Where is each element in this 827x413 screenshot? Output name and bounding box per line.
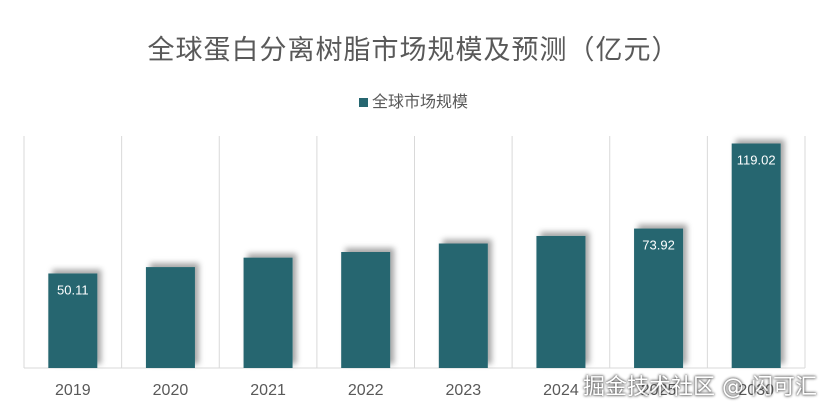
x-tick-label: 2020 (153, 382, 189, 399)
x-tick-label: 2021 (250, 382, 286, 399)
legend: 全球市场规模 (0, 88, 827, 112)
x-tick-label: 2022 (348, 382, 384, 399)
data-label-2030: 119.02 (737, 153, 776, 168)
data-label-2019: 50.11 (57, 282, 89, 297)
x-tick-label: 2025 (641, 382, 677, 399)
bar-2021 (243, 257, 293, 368)
bar-2030 (731, 143, 781, 368)
legend-swatch (358, 98, 368, 107)
bar-2019 (48, 273, 98, 368)
bar-2023 (438, 243, 488, 368)
x-tick-label: 2030 (738, 382, 774, 399)
bar-2022 (341, 252, 391, 368)
watermark: 掘金技术社区 @ 闪可汇 (583, 375, 817, 400)
x-tick-label: 2019 (55, 382, 91, 399)
bar-2020 (145, 267, 195, 368)
bar-2024 (536, 235, 586, 368)
data-label-2025: 73.92 (642, 238, 675, 253)
x-tick-label: 2024 (543, 382, 579, 399)
bar-2025 (634, 228, 684, 368)
chart-title: 全球蛋白分离树脂市场规模及预测（亿元） (147, 35, 680, 66)
legend-label: 全球市场规模 (371, 92, 468, 111)
x-tick-label: 2023 (446, 382, 482, 399)
